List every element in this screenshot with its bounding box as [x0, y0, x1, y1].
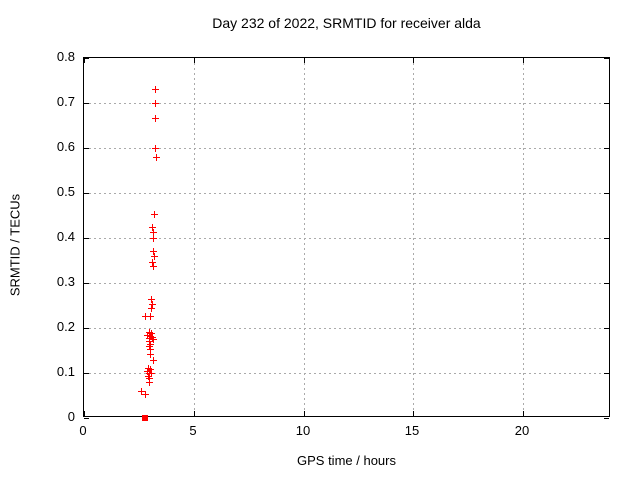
y-tick-left [84, 373, 89, 374]
x-tick-bottom [84, 411, 85, 416]
data-point [147, 313, 154, 320]
x-tick-label: 15 [404, 423, 420, 438]
x-tick-label: 20 [514, 423, 530, 438]
y-tick-right [604, 283, 609, 284]
y-tick-left [84, 418, 89, 419]
data-point [146, 343, 153, 350]
x-tick-label: 10 [295, 423, 311, 438]
y-gridline [84, 148, 609, 149]
x-gridline [304, 58, 305, 416]
y-tick-left [84, 148, 89, 149]
x-gridline [194, 58, 195, 416]
data-point [152, 86, 159, 93]
data-point [142, 415, 148, 421]
x-tick-label: 5 [189, 423, 197, 438]
plot-area [83, 57, 610, 421]
data-point [146, 329, 153, 336]
y-gridline [84, 193, 609, 194]
data-point [145, 373, 152, 380]
data-point [153, 154, 160, 161]
chart-title: Day 232 of 2022, SRMTID for receiver ald… [212, 15, 481, 31]
data-point [151, 211, 158, 218]
data-point [142, 313, 149, 320]
y-gridline [84, 283, 609, 284]
data-point [152, 100, 159, 107]
data-point [148, 296, 155, 303]
x-tick-bottom [523, 411, 524, 416]
data-point [150, 357, 157, 364]
data-point [146, 338, 153, 345]
data-point [148, 370, 155, 377]
x-tick-top [413, 58, 414, 63]
y-tick-right [604, 418, 609, 419]
data-point [147, 333, 154, 340]
y-tick-left [84, 283, 89, 284]
data-point [152, 145, 159, 152]
data-point [147, 366, 154, 373]
y-tick-right [604, 58, 609, 59]
data-point [142, 391, 149, 398]
data-point [147, 351, 154, 358]
data-point [150, 263, 157, 270]
y-tick-left [84, 103, 89, 104]
y-gridline [84, 328, 609, 329]
x-tick-top [523, 58, 524, 63]
data-point [147, 341, 154, 348]
data-point [150, 229, 157, 236]
data-point [150, 235, 157, 242]
y-tick-left [84, 328, 89, 329]
data-point [146, 379, 153, 386]
x-tick-top [84, 58, 85, 63]
data-point [144, 368, 151, 375]
x-tick-label: 0 [79, 423, 87, 438]
y-tick-right [604, 328, 609, 329]
y-gridline [84, 373, 609, 374]
y-tick-right [604, 103, 609, 104]
data-point [149, 259, 156, 266]
data-point [152, 115, 159, 122]
data-point [138, 388, 145, 395]
x-axis-label: GPS time / hours [297, 453, 396, 468]
y-tick-label: 0.7 [56, 94, 75, 109]
x-tick-bottom [304, 411, 305, 416]
y-tick-left [84, 238, 89, 239]
data-point [144, 332, 151, 339]
data-point [145, 365, 152, 372]
y-tick-left [84, 58, 89, 59]
data-point [151, 253, 158, 260]
y-gridline [84, 103, 609, 104]
data-point [146, 375, 153, 382]
x-gridline [413, 58, 414, 416]
x-tick-top [304, 58, 305, 63]
x-tick-bottom [413, 411, 414, 416]
y-tick-label: 0.3 [56, 274, 75, 289]
y-tick-right [604, 148, 609, 149]
data-point [149, 301, 156, 308]
y-tick-right [604, 373, 609, 374]
y-tick-right [604, 238, 609, 239]
y-gridline [84, 238, 609, 239]
data-point [147, 346, 154, 353]
data-point [150, 248, 157, 255]
y-tick-label: 0.1 [56, 364, 75, 379]
data-point [148, 305, 155, 312]
x-gridline [523, 58, 524, 416]
data-point [149, 224, 156, 231]
data-point [150, 336, 157, 343]
y-tick-left [84, 193, 89, 194]
y-tick-label: 0.6 [56, 139, 75, 154]
y-tick-label: 0.4 [56, 229, 75, 244]
y-tick-label: 0.8 [56, 49, 75, 64]
x-tick-bottom [194, 411, 195, 416]
y-tick-label: 0.2 [56, 319, 75, 334]
data-point [148, 330, 155, 337]
y-tick-right [604, 193, 609, 194]
x-tick-top [194, 58, 195, 63]
data-point [149, 334, 156, 341]
y-tick-label: 0 [67, 409, 75, 424]
y-tick-label: 0.5 [56, 184, 75, 199]
